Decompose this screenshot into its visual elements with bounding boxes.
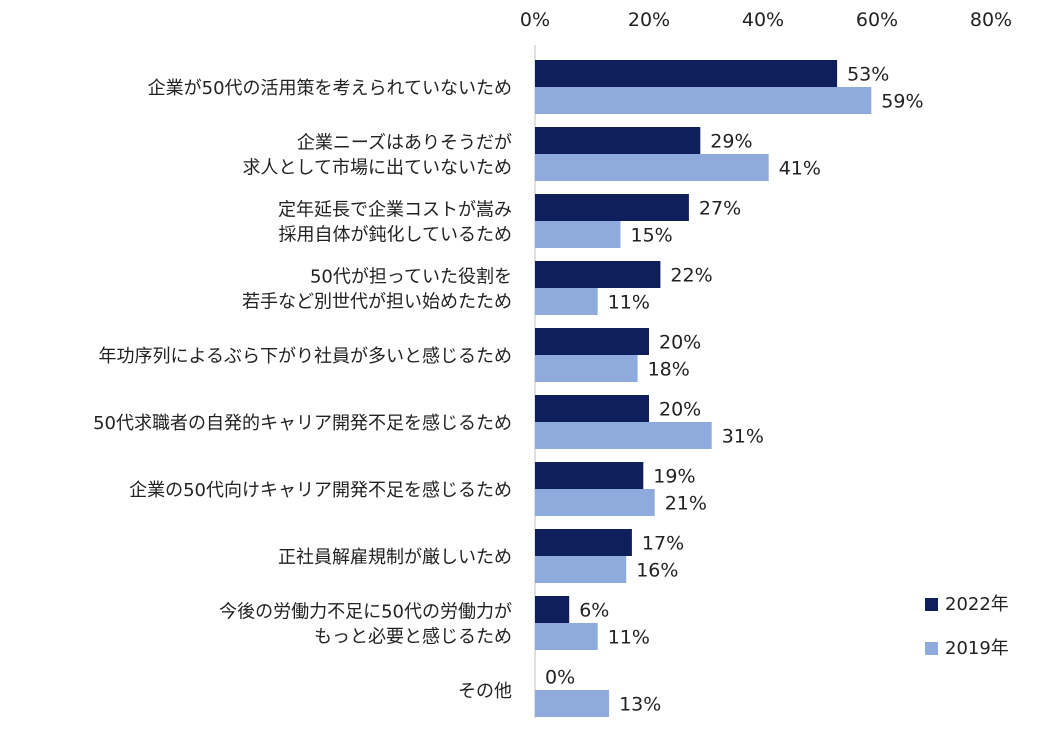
x-tick-label: 80% — [970, 9, 1012, 31]
data-label: 11% — [608, 292, 650, 314]
data-label: 16% — [636, 560, 678, 582]
data-label: 17% — [642, 533, 684, 555]
category-label: 正社員解雇規制が厳しいため — [278, 547, 512, 568]
data-label: 6% — [579, 600, 609, 622]
bar-2022年 — [535, 60, 838, 87]
legend: 2022年 2019年 — [925, 594, 1009, 659]
data-label: 20% — [659, 332, 701, 354]
data-label: 27% — [699, 198, 741, 220]
bar-2019年 — [535, 422, 712, 449]
data-label: 53% — [847, 64, 889, 86]
bar-2022年 — [535, 529, 632, 556]
x-tick-label: 40% — [742, 9, 784, 31]
category-label: 企業が50代の活用策を考えられていないため — [148, 78, 512, 99]
data-label: 22% — [670, 265, 712, 287]
category-labels: 企業が50代の活用策を考えられていないため企業ニーズはありそうだが求人として市場… — [93, 78, 512, 702]
category-label: 企業の50代向けキャリア開発不足を感じるため — [129, 480, 512, 501]
bar-2022年 — [535, 395, 649, 422]
x-tick-label: 0% — [520, 9, 550, 31]
bars — [535, 60, 872, 717]
data-label: 19% — [653, 466, 695, 488]
data-label: 18% — [648, 359, 690, 381]
data-label: 31% — [722, 426, 764, 448]
x-tick-label: 60% — [856, 9, 898, 31]
x-tick-label: 20% — [628, 9, 670, 31]
bar-2022年 — [535, 462, 644, 489]
bar-2019年 — [535, 87, 872, 114]
bar-2019年 — [535, 489, 655, 516]
data-label: 11% — [608, 627, 650, 649]
bar-2019年 — [535, 623, 598, 650]
category-label: 求人として市場に出ていないため — [243, 158, 512, 179]
data-label: 0% — [545, 667, 575, 689]
category-label: 今後の労働力不足に50代の労働力が — [219, 602, 512, 623]
data-label: 13% — [619, 694, 661, 716]
bar-2022年 — [535, 328, 649, 355]
data-label: 21% — [665, 493, 707, 515]
bar-2019年 — [535, 355, 638, 382]
bar-2019年 — [535, 288, 598, 315]
category-label: 採用自体が鈍化しているため — [279, 225, 512, 246]
category-label: 若手など別世代が担い始めたため — [242, 292, 512, 313]
legend-swatch — [925, 642, 938, 655]
bar-2019年 — [535, 556, 627, 583]
data-label: 15% — [631, 225, 673, 247]
category-label: その他 — [458, 681, 512, 702]
data-labels: 53% 59% 29% 41% 27% 15% 22% 11% 20% 18% 20% 31% 19% 2… — [545, 64, 924, 716]
bar-2019年 — [535, 690, 610, 717]
legend-label: 2022年 — [945, 594, 1009, 615]
category-label: 企業ニーズはありそうだが — [297, 133, 512, 154]
bar-2022年 — [535, 596, 570, 623]
category-label: 50代求職者の自発的キャリア開発不足を感じるため — [93, 413, 512, 434]
legend-swatch — [925, 598, 938, 611]
category-label: 50代が担っていた役割を — [310, 267, 512, 288]
bar-2022年 — [535, 194, 689, 221]
bar-2022年 — [535, 127, 701, 154]
data-label: 41% — [779, 158, 821, 180]
bar-2019年 — [535, 221, 621, 248]
x-axis-ticks: 0% 20% 40% 60% 80% — [520, 9, 1012, 31]
data-label: 29% — [710, 131, 752, 153]
category-label: 年功序列によるぶら下がり社員が多いと感じるため — [99, 346, 512, 367]
bar-2019年 — [535, 154, 769, 181]
data-label: 59% — [881, 91, 923, 113]
category-label: もっと必要と感じるため — [314, 627, 512, 648]
data-label: 20% — [659, 399, 701, 421]
category-label: 定年延長で企業コストが嵩み — [278, 200, 512, 221]
bar-2022年 — [535, 261, 661, 288]
legend-label: 2019年 — [945, 638, 1009, 659]
